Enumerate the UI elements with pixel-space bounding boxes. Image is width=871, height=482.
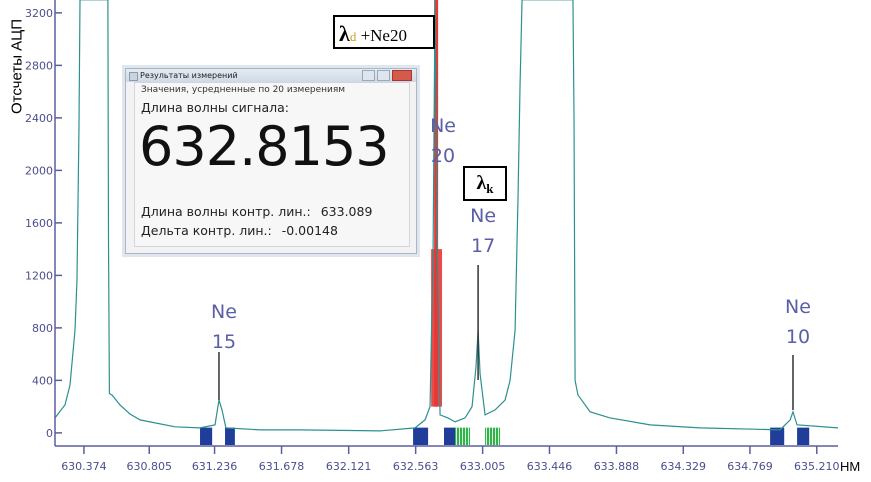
peak-label: 15: [212, 331, 236, 353]
peak-label: Ne: [785, 296, 811, 318]
x-tick-label: 635.210: [794, 460, 840, 473]
x-tick-label: 633.888: [594, 460, 640, 473]
x-tick-label: 634.769: [727, 460, 773, 473]
lambda-d-box: λd +Ne20: [333, 15, 435, 49]
x-axis-unit: НМ: [840, 459, 861, 474]
signal-band: [434, 0, 439, 407]
dialog-title-bar[interactable]: Результаты измерений: [126, 69, 416, 82]
maximize-button[interactable]: [377, 70, 390, 81]
ref-value: 633.089: [320, 204, 373, 219]
region-band: [455, 427, 471, 445]
region-band: [413, 427, 429, 445]
lambda-d-sub: d: [349, 29, 357, 44]
peak-label: 17: [471, 235, 495, 257]
lambda-d-text: +Ne20: [360, 26, 407, 45]
x-tick-label: 631.678: [259, 460, 305, 473]
peak-label: Ne: [211, 301, 237, 323]
ref-label: Длина волны контр. лин.:: [141, 204, 311, 219]
lambda-symbol: λ: [339, 21, 350, 46]
x-tick-label: 633.005: [460, 460, 506, 473]
region-band: [443, 427, 456, 445]
signal-label: Длина волны сигнала:: [141, 100, 289, 115]
window-icon: [129, 72, 138, 81]
x-tick-label: 634.329: [661, 460, 707, 473]
y-tick-label: 2400: [25, 112, 53, 125]
measurement-results-dialog: Результаты измерений Значения, усредненн…: [125, 68, 417, 254]
region-band: [485, 427, 501, 445]
minimize-button[interactable]: [362, 70, 375, 81]
lambda-k-sub: k: [486, 181, 494, 197]
y-axis-label: Отсчеты АЦП: [8, 18, 26, 115]
y-tick-label: 1600: [25, 217, 53, 230]
close-button[interactable]: [392, 70, 412, 81]
x-tick-label: 632.563: [393, 460, 439, 473]
signal-value: 632.8153: [139, 115, 390, 178]
delta-value: -0.00148: [281, 223, 338, 238]
y-tick-label: 400: [32, 374, 53, 387]
y-tick-label: 3200: [25, 7, 53, 20]
y-tick-label: 0: [46, 427, 53, 440]
peak-label: 10: [786, 326, 810, 348]
x-tick-label: 630.805: [127, 460, 173, 473]
signal-band: [431, 249, 443, 407]
region-band: [200, 427, 213, 445]
x-tick-label: 633.446: [527, 460, 573, 473]
dialog-subtitle: Значения, усредненные по 20 измерениям: [141, 85, 346, 95]
region-band: [770, 427, 785, 445]
y-tick-label: 2000: [25, 164, 53, 177]
y-tick-label: 2800: [25, 59, 53, 72]
y-tick-label: 1200: [25, 269, 53, 282]
x-tick-label: 630.374: [61, 460, 107, 473]
peak-label: 20: [431, 145, 455, 167]
x-tick-label: 632.121: [326, 460, 372, 473]
peak-label: Ne: [470, 205, 496, 227]
spectrum-line: [55, 0, 838, 432]
dialog-title: Результаты измерений: [140, 71, 238, 80]
region-band: [225, 427, 235, 445]
lambda-symbol: λ: [476, 172, 487, 194]
delta-label: Дельта контр. лин.:: [141, 223, 272, 238]
lambda-k-box: λk: [463, 166, 507, 201]
x-tick-label: 631.236: [192, 460, 238, 473]
region-band: [797, 427, 810, 445]
peak-label: Ne: [430, 115, 456, 137]
y-tick-label: 800: [32, 322, 53, 335]
